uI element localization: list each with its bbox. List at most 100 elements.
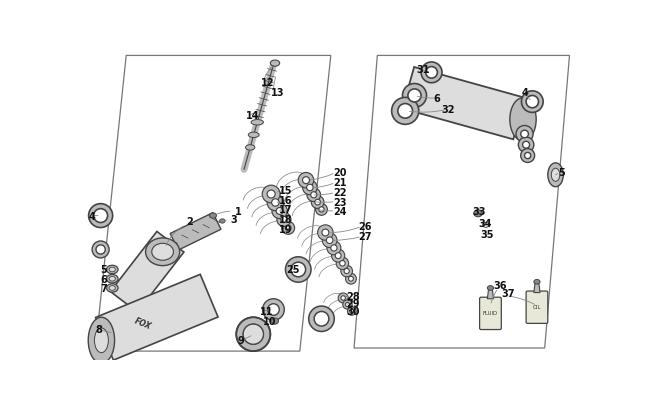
Ellipse shape [109,286,115,290]
Ellipse shape [548,164,564,187]
Ellipse shape [236,318,270,351]
Text: OIL: OIL [533,304,541,309]
Ellipse shape [525,153,531,159]
Ellipse shape [248,133,259,138]
Ellipse shape [262,186,280,203]
Ellipse shape [341,266,352,277]
Polygon shape [170,213,221,250]
Text: 4: 4 [521,88,528,98]
Ellipse shape [272,318,278,324]
Ellipse shape [209,213,216,219]
Ellipse shape [340,261,345,266]
Ellipse shape [526,96,538,109]
Text: FLUID: FLUID [483,310,498,315]
Ellipse shape [516,126,533,143]
Ellipse shape [346,274,356,284]
Polygon shape [534,284,540,293]
Ellipse shape [109,268,115,272]
Text: 36: 36 [493,280,507,290]
Ellipse shape [107,266,118,274]
Ellipse shape [421,63,442,83]
Text: 5: 5 [101,265,107,275]
Ellipse shape [291,262,305,277]
Ellipse shape [220,219,225,224]
Ellipse shape [246,145,255,151]
Ellipse shape [521,92,543,113]
Text: 4: 4 [89,211,96,221]
Ellipse shape [281,217,287,223]
Ellipse shape [88,204,112,228]
Ellipse shape [146,238,179,266]
Ellipse shape [483,223,489,228]
Ellipse shape [322,230,329,237]
Ellipse shape [109,277,115,281]
Ellipse shape [277,213,291,227]
Ellipse shape [326,237,333,244]
Text: 24: 24 [333,207,346,216]
Text: 14: 14 [246,111,259,121]
Ellipse shape [309,306,334,332]
Ellipse shape [311,192,317,198]
Ellipse shape [316,204,328,216]
Ellipse shape [350,309,354,313]
Text: 32: 32 [441,105,455,115]
Text: 28: 28 [346,291,360,301]
Text: 6: 6 [434,94,441,104]
Ellipse shape [88,318,114,364]
Polygon shape [488,290,493,299]
Ellipse shape [307,189,320,202]
Ellipse shape [398,104,413,119]
Ellipse shape [521,149,534,163]
Text: 1: 1 [235,207,241,216]
Text: 3: 3 [230,214,237,224]
Text: 5: 5 [558,168,565,178]
Ellipse shape [318,225,333,241]
Ellipse shape [336,258,348,270]
Ellipse shape [268,304,280,315]
Text: 35: 35 [480,230,494,239]
Ellipse shape [341,296,345,301]
Text: 30: 30 [346,306,360,316]
Ellipse shape [281,222,294,235]
Text: 19: 19 [279,225,293,235]
Ellipse shape [322,233,337,248]
Text: 26: 26 [359,222,372,232]
Text: 18: 18 [279,215,293,225]
Text: 31: 31 [416,65,430,75]
Text: 9: 9 [238,335,244,345]
Ellipse shape [510,98,536,141]
Ellipse shape [311,196,324,209]
Ellipse shape [523,142,530,149]
FancyBboxPatch shape [480,297,501,330]
Text: 6: 6 [101,274,107,284]
Text: 20: 20 [333,168,346,178]
FancyBboxPatch shape [526,291,548,324]
Text: 15: 15 [279,186,293,196]
Ellipse shape [298,173,314,188]
Text: 11: 11 [259,306,273,316]
Ellipse shape [251,120,263,126]
Text: 2: 2 [186,216,192,226]
Text: 16: 16 [279,196,293,206]
Ellipse shape [343,300,352,309]
Ellipse shape [276,208,283,215]
Text: 7: 7 [101,283,107,293]
Text: 33: 33 [473,207,486,216]
Ellipse shape [348,277,354,281]
Ellipse shape [285,226,291,231]
Text: 34: 34 [478,219,491,229]
Text: 27: 27 [359,232,372,242]
Text: 23: 23 [333,197,346,207]
Ellipse shape [315,200,320,205]
Ellipse shape [408,90,421,103]
Ellipse shape [314,312,329,326]
Ellipse shape [92,241,109,258]
Ellipse shape [474,210,482,217]
Polygon shape [111,232,184,312]
Ellipse shape [488,286,493,290]
Ellipse shape [107,284,118,292]
Polygon shape [402,68,525,140]
Ellipse shape [344,269,349,274]
Ellipse shape [518,138,534,153]
Ellipse shape [302,177,309,184]
